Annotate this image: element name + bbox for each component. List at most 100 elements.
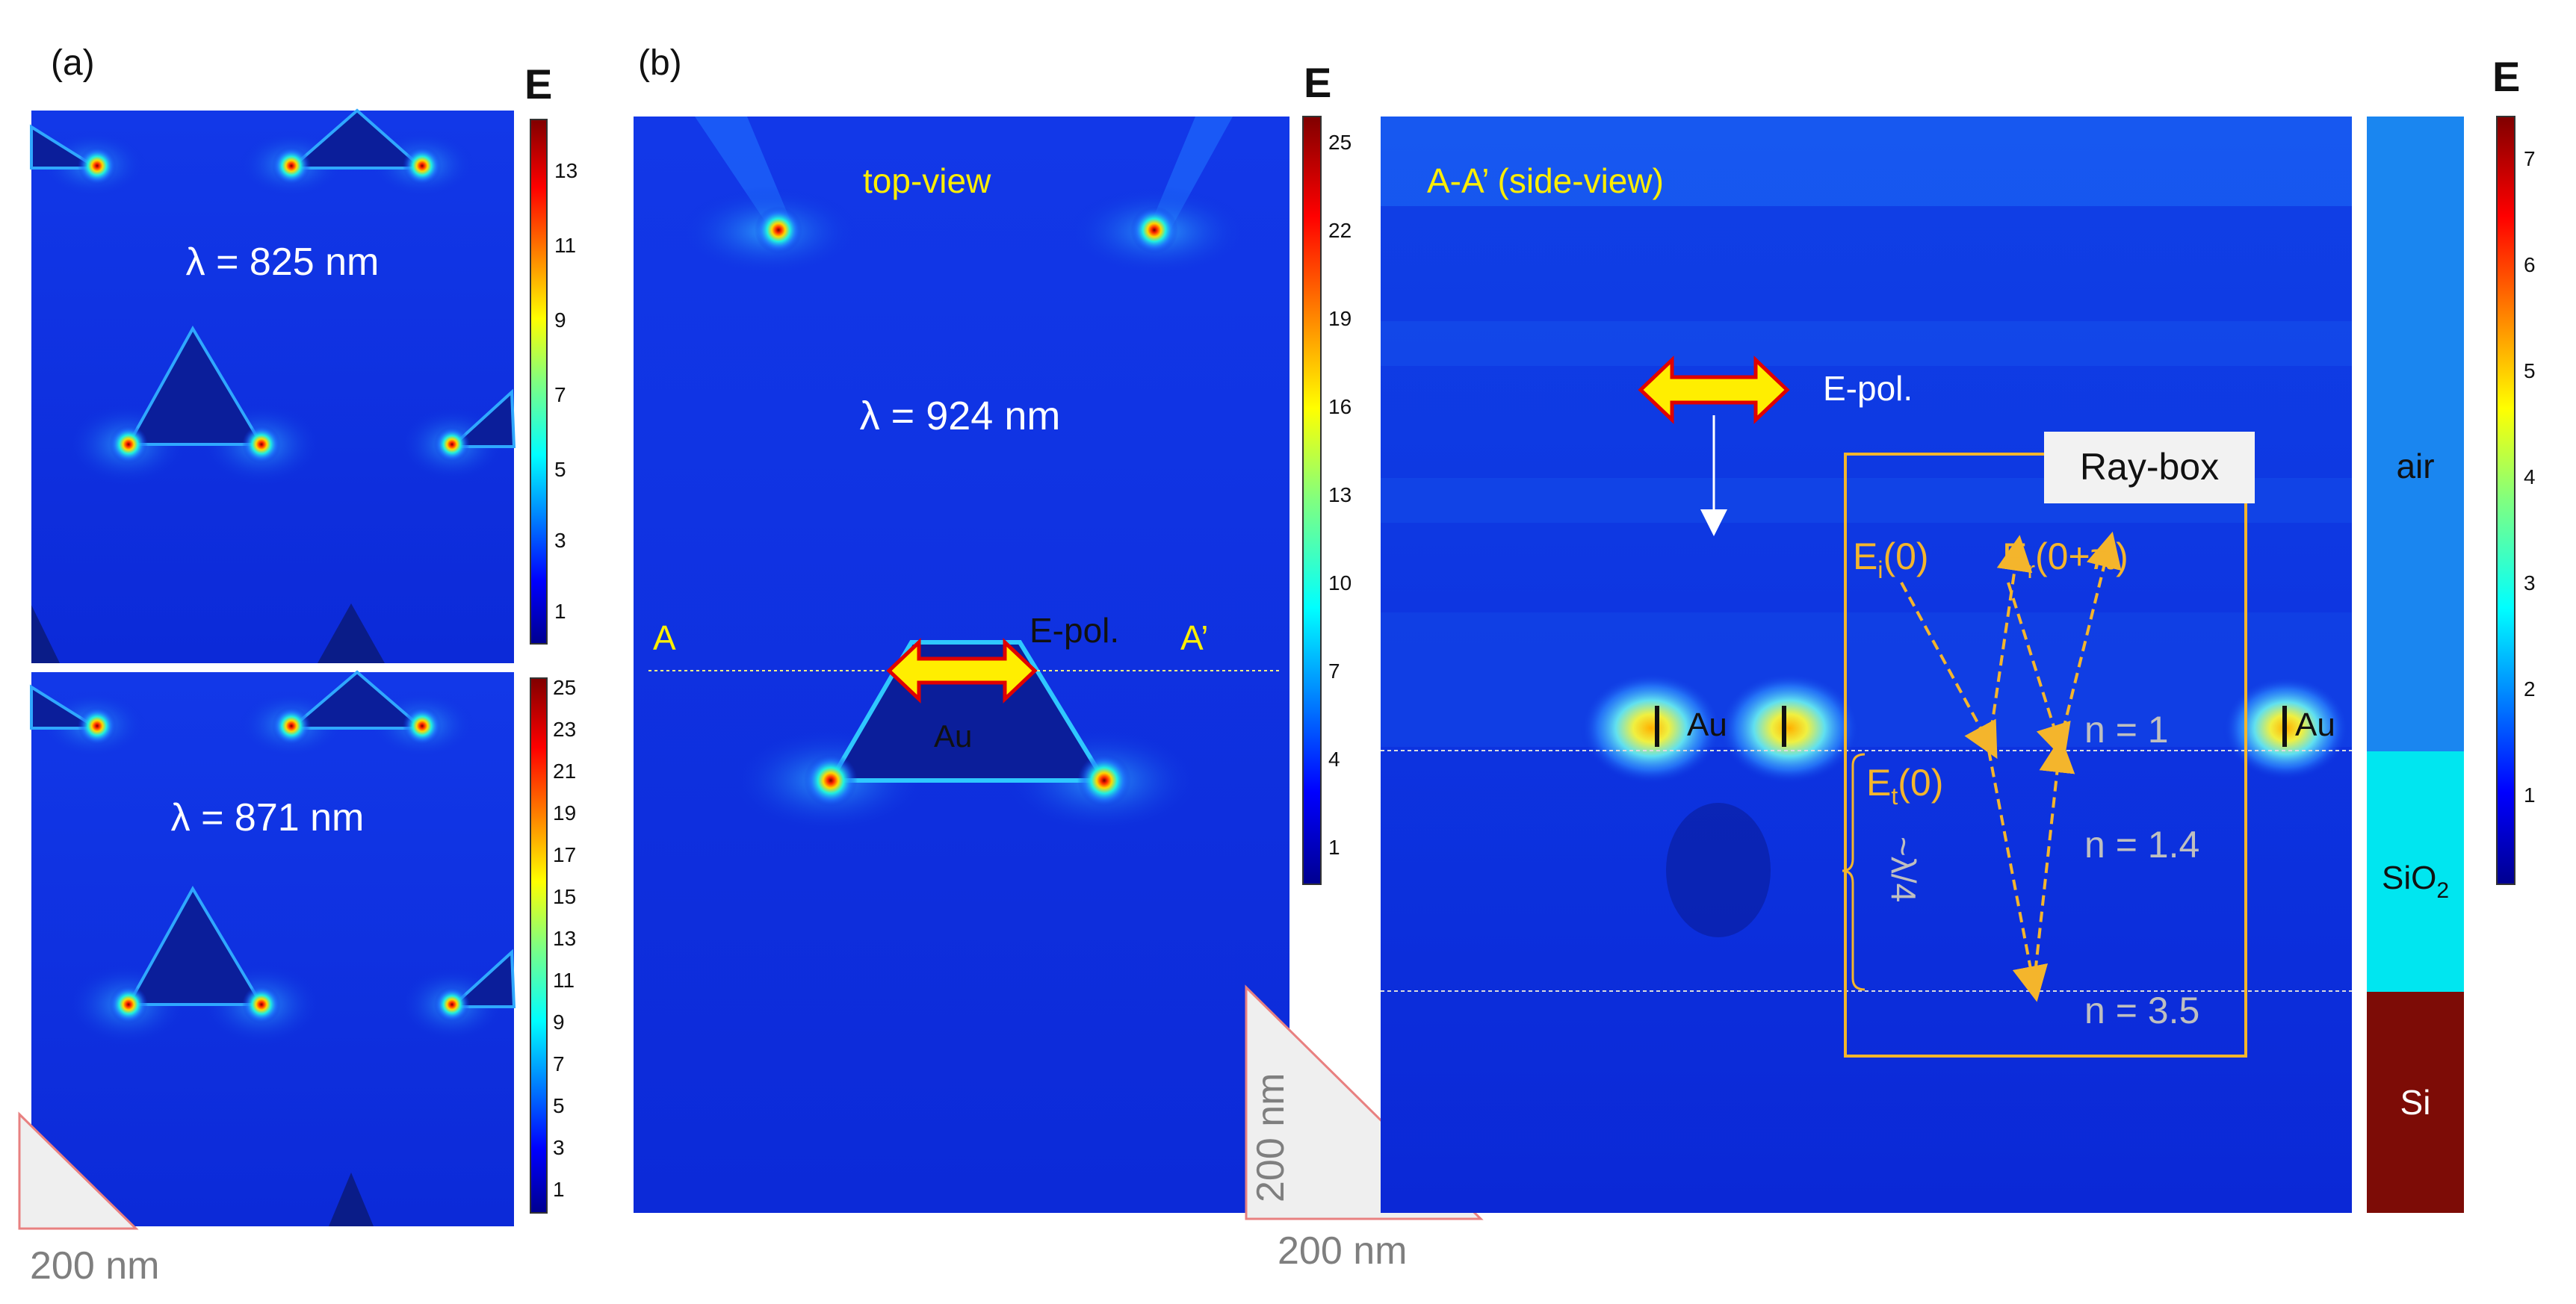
- hotspot: [109, 425, 148, 464]
- colorbar-tick-label: 1: [2524, 783, 2536, 807]
- colorbar-tick-label: 17: [553, 843, 576, 866]
- colorbar-tick-label: 4: [1328, 748, 1340, 771]
- hotspot: [272, 146, 311, 185]
- refractive-index-si: n = 3.5: [2084, 990, 2199, 1031]
- colorbar-tick-label: 13: [1328, 483, 1352, 506]
- colorbar-tick-label: 13: [553, 927, 576, 950]
- colorbar-tick-label: 22: [1328, 219, 1352, 242]
- nanotriangle: [448, 388, 516, 448]
- particle-label: Au: [934, 718, 972, 754]
- hotspot: [755, 206, 802, 254]
- colorbar-tick-label: 13: [554, 159, 578, 182]
- reflected-ray: [2032, 736, 2075, 988]
- colorbar-gradient: [2496, 116, 2515, 885]
- colorbar-title: E: [524, 60, 552, 108]
- hotspot: [78, 146, 117, 185]
- layer-label-air: air: [2396, 447, 2434, 485]
- polarization-arrow-icon: [886, 638, 1038, 704]
- nanotriangle-shadow: [329, 1173, 374, 1226]
- colorbar-tick-label: 3: [554, 529, 566, 552]
- colorbar-tick-label: 15: [553, 885, 576, 908]
- particle-label-right: Au: [2295, 707, 2335, 743]
- refractive-index-air: n = 1: [2084, 709, 2169, 751]
- colorbar-gradient: [530, 677, 548, 1214]
- section-end-label: A’: [1180, 618, 1209, 657]
- colorbar-tick-label: 10: [1328, 571, 1352, 594]
- colorbar-tick-label: 25: [553, 676, 576, 699]
- transmitted-ray: [1987, 750, 2049, 1002]
- panel-a-bottom-map: λ = 871 nm: [30, 670, 516, 1226]
- hotspot: [804, 754, 858, 807]
- reflected-field-label: Er(0+π): [2002, 535, 2128, 583]
- ray-box-label-bg: [2044, 432, 2255, 503]
- hotspot-glow: [1718, 672, 1860, 784]
- hotspot: [403, 707, 442, 745]
- nanotriangle: [287, 670, 427, 730]
- nanotriangle: [448, 948, 516, 1008]
- transmitted-field-label: Et(0): [1866, 762, 1943, 810]
- nanotriangle-shadow: [31, 605, 60, 663]
- polarization-label: E-pol.: [1823, 369, 1913, 408]
- dark-region: [1666, 803, 1771, 937]
- hotspot: [434, 426, 470, 462]
- ray-box-label: Ray-box: [2080, 446, 2219, 488]
- side-view-map: Au Au A-A’ (side-view) E-pol. Ray-box Ei…: [1381, 117, 2352, 1213]
- colorbar-tick-label: 3: [2524, 571, 2536, 594]
- hotspot: [242, 425, 281, 464]
- colorbar-gradient: [1302, 116, 1322, 885]
- wavelength-label: λ = 924 nm: [860, 394, 1061, 438]
- nanotriangle: [126, 885, 264, 1006]
- wavelength-label: λ = 871 nm: [171, 796, 365, 839]
- field-band: [1381, 117, 2352, 206]
- colorbar-tick-label: 7: [553, 1052, 565, 1075]
- polarization-label: E-pol.: [1030, 611, 1119, 650]
- field-map-background: [1381, 117, 2352, 1213]
- top-view-colorbar: E 25 22 19 16 13 10 7 4 1: [1302, 59, 1352, 885]
- colorbar-title: E: [2492, 53, 2520, 100]
- panel-a-bottom-colorbar: 25 23 21 19 17 15 13 11 9 7 5 3 1: [530, 676, 576, 1214]
- colorbar-tick-label: 4: [2524, 465, 2536, 488]
- hotspot: [1077, 754, 1131, 807]
- colorbar-tick-label: 25: [1328, 131, 1352, 154]
- colorbar-tick-label: 9: [554, 308, 566, 332]
- hotspot: [403, 146, 442, 185]
- scale-label-horizontal: 200 nm: [1278, 1229, 1407, 1273]
- colorbar-tick-label: 1: [554, 600, 566, 623]
- field-band: [1381, 321, 2352, 366]
- colorbar-tick-label: 5: [554, 458, 566, 481]
- field-map-background: [31, 111, 514, 663]
- polarization-arrow-icon: [1638, 356, 1790, 424]
- field-band: [1381, 612, 2352, 747]
- colorbar-tick-label: 7: [1328, 659, 1340, 683]
- colorbar-tick-label: 11: [553, 969, 575, 992]
- colorbar-tick-label: 6: [2524, 253, 2536, 276]
- scale-triangle: [18, 1111, 139, 1230]
- colorbar-tick-label: 3: [553, 1136, 565, 1159]
- refractive-index-sio2: n = 1.4: [2084, 824, 2199, 866]
- panel-b-label: (b): [638, 43, 682, 83]
- nanotriangle-shadow: [318, 603, 385, 663]
- layer-stack: air SiO2 Si: [2367, 117, 2464, 1213]
- thickness-label: ~λ/4: [1884, 836, 1923, 902]
- reflected-ray: [2058, 531, 2122, 748]
- scale-label-vertical: 200 nm: [1249, 1073, 1292, 1202]
- nanotriangle: [287, 108, 427, 170]
- wavelength-label: λ = 825 nm: [186, 240, 380, 284]
- colorbar-tick-label: 9: [553, 1010, 565, 1034]
- nanotriangle: [126, 325, 264, 446]
- side-view-colorbar: E 7 6 5 4 3 2 1: [2492, 53, 2536, 885]
- section-start-label: A: [653, 618, 676, 657]
- colorbar-tick-label: 5: [2524, 359, 2536, 382]
- colorbar-title: E: [1304, 59, 1331, 106]
- scale-bar-a: 200 nm: [18, 1111, 159, 1288]
- colorbar-tick-label: 19: [1328, 307, 1352, 330]
- panel-a-label: (a): [51, 43, 95, 83]
- incident-ray: [1900, 582, 1998, 760]
- scale-label: 200 nm: [30, 1244, 159, 1288]
- colorbar-tick-label: 11: [554, 234, 576, 257]
- colorbar-tick-label: 7: [2524, 147, 2536, 170]
- layer-sio2: [2367, 751, 2464, 992]
- hotspot: [242, 985, 281, 1024]
- view-title: A-A’ (side-view): [1427, 161, 1664, 200]
